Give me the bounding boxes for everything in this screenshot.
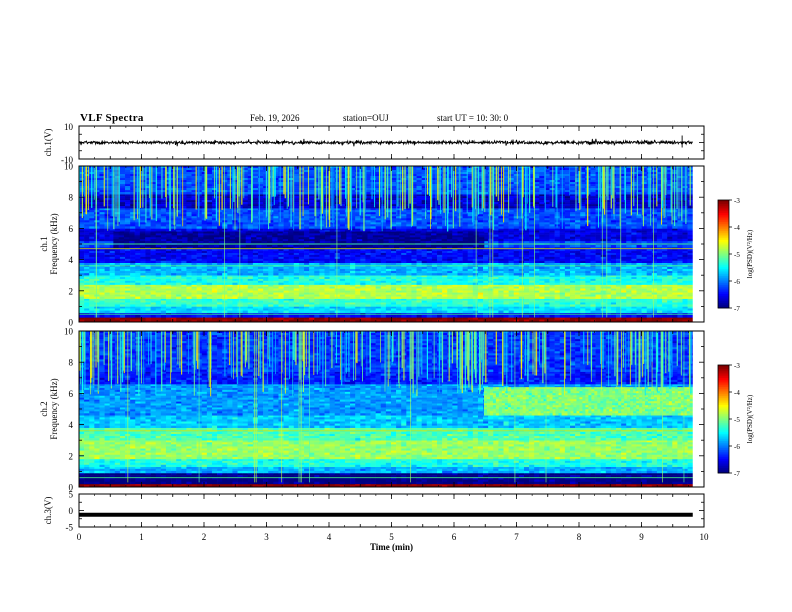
time-tick-label: 9 — [639, 532, 644, 542]
time-tick-label: 4 — [327, 532, 332, 542]
ch1-ylabel-frequency: Frequency (kHz) — [49, 213, 59, 274]
time-tick-label: 1 — [139, 532, 144, 542]
time-tick-label: 6 — [452, 532, 457, 542]
colorbar-tick: -4 — [734, 224, 740, 232]
colorbar-ch1: -3 -4 -5 -6 -7 log(PSD)(V²/Hz) — [717, 197, 754, 313]
colorbar-tick: -6 — [734, 443, 740, 451]
colorbar-tick: -3 — [734, 197, 740, 205]
start-time-label: start UT = 10: 30: 0 — [437, 113, 508, 123]
ch2-ytick: 2 — [69, 451, 74, 461]
ch1-ytick: 10 — [64, 122, 74, 132]
colorbar-tick: -5 — [734, 251, 740, 259]
ch2-ytick: 6 — [69, 389, 74, 399]
time-tick-label: 0 — [77, 532, 82, 542]
time-tick-label: 3 — [264, 532, 269, 542]
ch1-spectrogram — [78, 165, 705, 323]
figure-title: VLF Spectra — [80, 112, 144, 124]
ch2-ytick: 10 — [64, 327, 74, 337]
ch1-ytick: 8 — [69, 193, 74, 203]
colorbar-label: log(PSD)(V²/Hz) — [746, 394, 754, 443]
ch2-ylabel-frequency: Frequency (kHz) — [49, 378, 59, 439]
ch2-ytick: 4 — [69, 420, 74, 430]
colorbar-ch2: -3 -4 -5 -6 -7 log(PSD)(V²/Hz) — [717, 362, 754, 478]
ch3-ytick: 0 — [69, 506, 74, 516]
time-tick-label: 8 — [577, 532, 582, 542]
time-tick-label: 10 — [700, 532, 710, 542]
colorbar-tick: -5 — [734, 416, 740, 424]
ch2-ytick: 8 — [69, 358, 74, 368]
observation-date: Feb. 19, 2026 — [250, 113, 300, 123]
ch1-ytick: 0 — [69, 318, 74, 328]
ch1-ytick: 2 — [69, 286, 74, 296]
colorbar-tick: -7 — [734, 470, 740, 478]
ch1-waveform-trace — [78, 138, 693, 147]
ch1-ytick: -10 — [61, 155, 73, 165]
ch1-ylabel: ch.1(V) — [43, 129, 53, 157]
time-tick-label: 7 — [514, 532, 519, 542]
ch1-ytick: 10 — [64, 162, 74, 172]
colorbar-tick: -7 — [734, 305, 740, 313]
colorbar-tick: -3 — [734, 362, 740, 370]
ch3-ytick: 5 — [69, 490, 74, 500]
colorbar-tick: -4 — [734, 389, 740, 397]
time-tick-label: 2 — [202, 532, 207, 542]
ch2-ytick: 0 — [69, 483, 74, 493]
ch1-ylabel: ch.1 — [39, 236, 49, 251]
ch1-ytick: 6 — [69, 224, 74, 234]
ch3-ylabel: ch.3(V) — [43, 497, 53, 525]
station-label: station=OUJ — [343, 113, 389, 123]
ch2-ylabel: ch.2 — [39, 401, 49, 416]
ch3-ytick: -5 — [66, 523, 74, 533]
ch2-spectrogram — [78, 330, 705, 488]
time-tick-label: 5 — [389, 532, 394, 542]
colorbar-label: log(PSD)(V²/Hz) — [746, 229, 754, 278]
colorbar-tick: -6 — [734, 278, 740, 286]
time-axis-label: Time (min) — [370, 542, 413, 552]
ch3-waveform-frame — [78, 493, 705, 528]
ch1-ytick: 4 — [69, 255, 74, 265]
